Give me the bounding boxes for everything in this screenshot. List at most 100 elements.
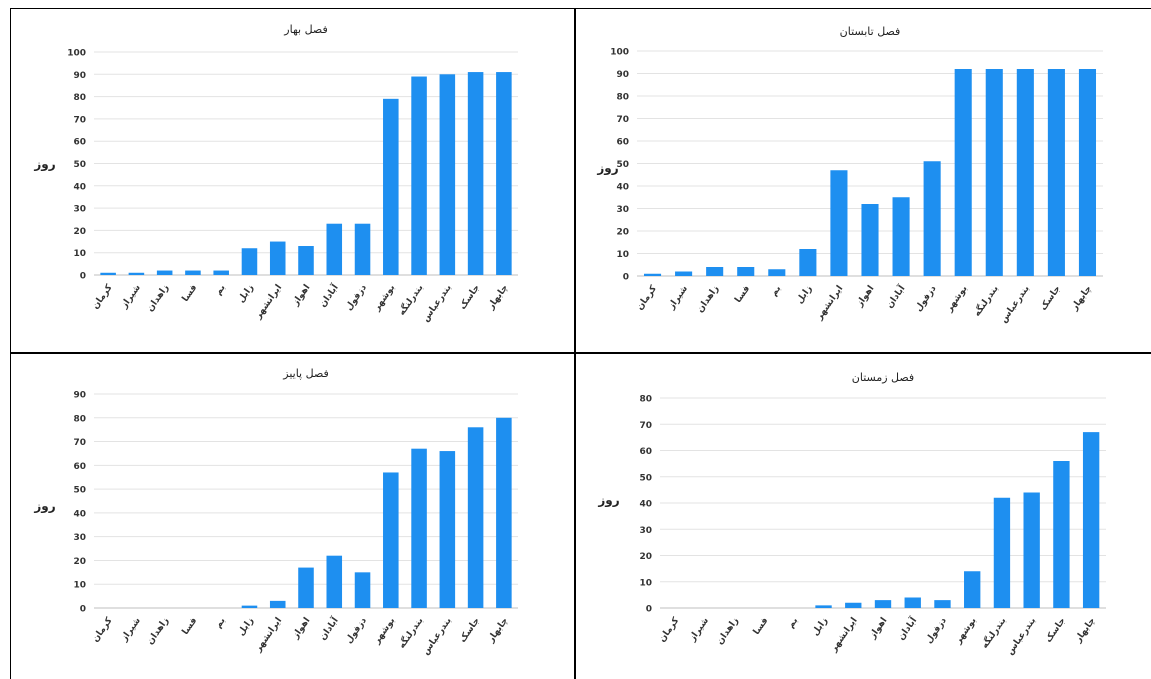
x-tick-label: فسا — [752, 616, 771, 637]
bar-spring-2 — [156, 270, 173, 275]
x-tick-label: جاسک — [458, 616, 482, 645]
bar-spring-12 — [439, 74, 456, 275]
bar-spring-11 — [411, 76, 427, 275]
x-tick-label: بندرلنگه — [396, 615, 426, 651]
x-tick-label: شیراز — [119, 616, 143, 644]
bar-summer-5 — [799, 249, 817, 276]
x-tick-label: دزفول — [914, 284, 939, 314]
bar-summer-4 — [768, 269, 786, 276]
x-tick-label: بندرلنگه — [978, 615, 1008, 651]
bar-spring-7 — [298, 246, 314, 275]
bar-spring-1 — [128, 272, 145, 275]
y-axis-label: روز — [597, 493, 619, 508]
bar-autumn-7 — [298, 567, 314, 608]
x-tick-label: اهواز — [290, 283, 312, 309]
table-border-middle — [10, 352, 1151, 354]
y-tick-label: 50 — [73, 160, 86, 170]
x-tick-label: زابل — [236, 616, 255, 638]
bar-spring-4 — [213, 270, 229, 275]
y-tick-label: 10 — [73, 581, 86, 591]
bar-summer-13 — [1047, 69, 1065, 276]
x-tick-label: بندرعباس — [1005, 616, 1038, 657]
bar-spring-0 — [100, 272, 116, 275]
x-tick-label: اهواز — [290, 616, 312, 642]
y-tick-label: 0 — [80, 605, 86, 615]
x-tick-label: بوشهر — [372, 616, 398, 647]
x-tick-label: آبادان — [316, 281, 341, 309]
chart-title: فصل زمستان — [852, 371, 914, 384]
bar-spring-6 — [269, 241, 286, 275]
bar-autumn-6 — [269, 600, 286, 608]
x-tick-label: زابل — [795, 284, 814, 306]
x-tick-label: شیراز — [666, 284, 690, 312]
chart-svg-winter: فصل زمستان روز 0 10 20 30 40 50 60 70 80 کرمان شیراز… — [597, 371, 1106, 657]
x-tick-label: جاسک — [1039, 284, 1063, 313]
y-tick-label: 40 — [73, 182, 86, 192]
y-tick-label: 10 — [616, 250, 629, 260]
bar-summer-2 — [706, 267, 724, 276]
y-tick-label: 70 — [639, 421, 652, 431]
bar-spring-5 — [241, 248, 258, 275]
chart-title: فصل بهار — [283, 23, 327, 36]
bar-autumn-11 — [411, 448, 427, 608]
x-tick-label: فسا — [181, 616, 200, 637]
x-tick-label: بوشهر — [372, 283, 398, 314]
bar-winter-12 — [1023, 492, 1040, 608]
bar-winter-10 — [964, 571, 981, 608]
bar-winter-5 — [815, 605, 832, 608]
x-tick-label: فسا — [181, 283, 200, 304]
x-tick-label: بندرلنگه — [971, 283, 1001, 319]
bar-autumn-10 — [383, 472, 399, 608]
table-border-top — [10, 8, 1151, 9]
x-tick-label: زاهدان — [145, 283, 171, 314]
bar-spring-14 — [496, 72, 512, 275]
x-tick-label: چابهار — [486, 616, 511, 645]
y-tick-label: 20 — [73, 557, 86, 567]
bar-winter-7 — [874, 600, 892, 608]
chart-title: فصل تابستان — [840, 25, 901, 38]
bar-autumn-5 — [241, 605, 258, 608]
y-tick-label: 70 — [616, 115, 629, 125]
x-tick-label: بوشهر — [953, 616, 979, 647]
chart-title: فصل پاییز — [282, 367, 329, 380]
y-tick-label: 30 — [639, 526, 652, 536]
bar-summer-3 — [737, 267, 755, 276]
table-border-left — [10, 8, 11, 679]
bar-summer-0 — [643, 273, 662, 276]
x-tick-label: بندرعباس — [999, 284, 1032, 325]
y-tick-label: 60 — [639, 447, 652, 457]
x-tick-label: چابهار — [1073, 616, 1098, 645]
y-tick-label: 40 — [73, 509, 86, 519]
x-tick-label: فسا — [733, 284, 752, 305]
x-tick-label: بم — [213, 283, 227, 297]
chart-svg-summer: فصل تابستان روز 0 10 20 30 40 50 60 70 80 90 100 کرما… — [596, 25, 1103, 325]
bar-summer-10 — [954, 69, 972, 276]
bar-summer-14 — [1078, 69, 1097, 276]
y-tick-label: 30 — [73, 533, 86, 543]
bar-autumn-8 — [326, 555, 343, 608]
x-tick-label: ایرانشهر — [253, 283, 284, 322]
y-tick-label: 20 — [639, 552, 652, 562]
x-tick-label: دزفول — [344, 616, 369, 646]
x-tick-label: شیراز — [687, 616, 711, 644]
y-tick-label: 0 — [623, 273, 629, 283]
bar-spring-13 — [467, 72, 484, 275]
x-tick-label: زابل — [236, 283, 255, 305]
x-tick-label: بندرعباس — [421, 616, 454, 657]
y-tick-label: 0 — [646, 605, 652, 615]
y-tick-label: 80 — [616, 93, 629, 103]
y-tick-label: 50 — [73, 486, 86, 496]
y-tick-label: 80 — [73, 93, 86, 103]
y-tick-label: 50 — [639, 473, 652, 483]
x-tick-label: کرمان — [635, 283, 659, 312]
bar-winter-13 — [1053, 461, 1070, 608]
bar-summer-11 — [985, 69, 1003, 276]
y-tick-label: 80 — [639, 395, 652, 405]
y-tick-label: 20 — [73, 227, 86, 237]
bar-winter-14 — [1082, 432, 1100, 608]
x-tick-label: دزفول — [344, 283, 369, 313]
chart-svg-spring: فصل بهار روز 0 10 20 30 40 50 60 70 80 90 100 کرمان شی… — [33, 23, 518, 324]
bar-summer-12 — [1016, 69, 1034, 276]
chart-winter: فصل زمستان روز 0 10 20 30 40 50 60 70 80 کرمان شیراز… — [576, 354, 1151, 679]
